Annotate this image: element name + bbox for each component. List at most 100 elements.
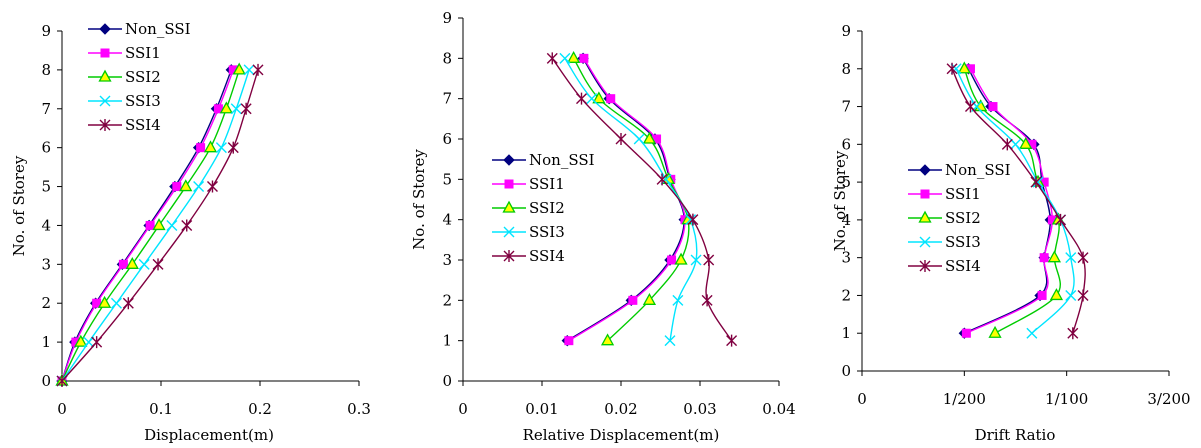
data-point	[600, 333, 615, 346]
data-point	[179, 179, 193, 192]
series-ssi3	[56, 64, 255, 387]
x-tick-label: 0.1	[149, 400, 173, 418]
legend-marker	[503, 226, 515, 238]
y-tick-label: 9	[41, 22, 51, 40]
data-point	[232, 62, 246, 75]
data-point	[243, 64, 255, 76]
data-point	[1030, 176, 1042, 189]
data-point	[1001, 138, 1013, 151]
y-tick-label: 5	[841, 173, 851, 191]
legend-marker	[919, 236, 931, 248]
x-tick-label: 3/200	[1147, 390, 1190, 408]
y-tick-label: 0	[41, 372, 51, 390]
y-tick-label: 0	[442, 372, 452, 390]
data-point	[97, 295, 112, 308]
legend-label: SSI4	[529, 247, 565, 265]
data-point	[152, 218, 166, 231]
legend-marker	[503, 154, 515, 166]
y-tick-label: 4	[442, 211, 452, 229]
data-point	[667, 255, 677, 265]
data-point	[56, 375, 68, 387]
legend-marker	[99, 23, 111, 35]
legend-marker	[98, 69, 112, 82]
x-tick-label: 0	[458, 400, 468, 418]
data-point	[685, 214, 697, 226]
data-point	[230, 103, 242, 115]
legend-label: SSI2	[125, 68, 161, 86]
legend-label: Non_SSI	[125, 20, 191, 38]
legend: Non_SSI SSI1 SSI2 SSI3 SSI4	[908, 161, 1011, 275]
data-point	[219, 101, 233, 114]
y-axis-title: No. of Storey	[831, 150, 849, 251]
legend-label: SSI1	[529, 175, 565, 193]
legend-label: SSI3	[125, 92, 161, 110]
y-tick-label: 9	[841, 22, 851, 40]
y-tick-label: 2	[41, 294, 51, 312]
data-point	[110, 297, 122, 309]
data-point	[74, 334, 88, 347]
data-point	[606, 94, 616, 104]
legend: Non_SSI SSI1 SSI2 SSI3 SSI4	[492, 151, 595, 265]
data-point	[546, 52, 558, 65]
legend-marker	[502, 200, 516, 213]
legend-label: SSI3	[529, 223, 565, 241]
data-point	[656, 173, 668, 186]
y-tick-label: 3	[442, 251, 452, 269]
x-tick-label: 1/100	[1045, 390, 1088, 408]
y-tick-label: 3	[41, 255, 51, 273]
series-ssi4	[946, 62, 1089, 340]
legend-marker	[504, 179, 514, 189]
y-tick-label: 5	[442, 170, 452, 188]
data-point	[227, 141, 239, 154]
legend-marker	[99, 119, 111, 131]
data-point	[1037, 290, 1047, 300]
data-point	[1067, 327, 1079, 340]
series-ssi1	[564, 53, 690, 346]
series-ssi1	[961, 64, 1057, 338]
data-point	[91, 336, 103, 349]
y-tick-label: 2	[841, 286, 851, 304]
data-point	[122, 297, 134, 310]
data-point	[957, 61, 971, 74]
y-tick-label: 0	[841, 362, 851, 380]
legend-label: SSI2	[945, 209, 981, 227]
legend-label: SSI1	[125, 44, 161, 62]
data-point	[1039, 253, 1049, 263]
data-point	[83, 336, 95, 348]
data-point	[567, 50, 581, 63]
data-point	[1010, 138, 1021, 150]
data-point	[1055, 213, 1067, 226]
data-point	[1047, 250, 1061, 263]
x-tick-label: 0.2	[248, 400, 272, 418]
data-point	[961, 328, 971, 338]
data-point	[586, 93, 598, 105]
data-point	[172, 182, 182, 192]
data-point	[633, 133, 645, 145]
data-point	[203, 140, 218, 153]
data-point	[576, 92, 587, 105]
data-point	[988, 102, 998, 112]
data-point	[1049, 288, 1064, 301]
y-tick-label: 6	[442, 130, 452, 148]
data-point	[579, 53, 589, 63]
y-tick-label: 6	[41, 139, 51, 157]
data-point	[252, 63, 264, 76]
y-tick-label: 6	[841, 135, 851, 153]
displacement-chart: 0 1 2 3 4 5 6 7 8 9 0 0.1 0.2 0.3 Displacement(m) No. o…	[10, 20, 371, 444]
x-tick-label: 1/200	[943, 390, 986, 408]
data-point	[703, 254, 715, 266]
data-point	[1065, 289, 1077, 301]
series-line	[568, 57, 686, 342]
x-tick-label: 0	[857, 390, 867, 408]
legend-label: SSI3	[945, 233, 981, 251]
data-point	[1065, 252, 1077, 264]
legend-label: Non_SSI	[529, 151, 595, 169]
data-point	[193, 181, 205, 193]
data-point	[559, 52, 571, 64]
data-point	[145, 220, 155, 230]
data-point	[690, 254, 702, 266]
data-point	[181, 219, 193, 232]
legend-label: SSI2	[529, 199, 565, 217]
data-point	[701, 294, 713, 307]
data-point	[196, 143, 206, 153]
